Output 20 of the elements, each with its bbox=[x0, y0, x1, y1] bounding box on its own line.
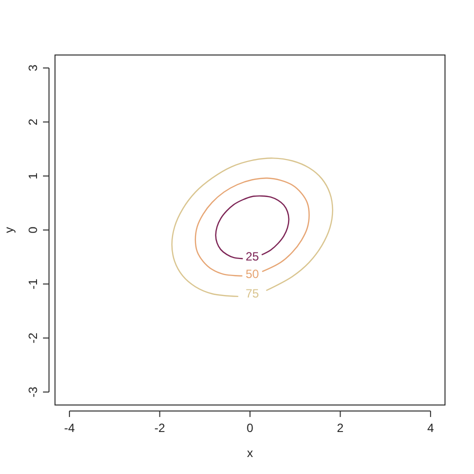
line-series bbox=[194, 178, 310, 277]
series-label: 25 bbox=[246, 250, 260, 264]
y-tick-label: 0 bbox=[26, 226, 40, 234]
x-axis-title: x bbox=[247, 446, 253, 460]
x-tick-label: 4 bbox=[427, 421, 434, 435]
x-tick-label: 0 bbox=[246, 421, 254, 435]
x-tick-label: -4 bbox=[64, 421, 76, 435]
series-label: 75 bbox=[246, 286, 260, 300]
y-tick-label: -2 bbox=[26, 332, 40, 344]
x-tick-label: -2 bbox=[154, 421, 166, 435]
y-tick-label: 3 bbox=[26, 64, 40, 72]
y-tick-label: -1 bbox=[26, 278, 40, 290]
x-tick-label: 2 bbox=[336, 421, 344, 435]
y-axis-title: y bbox=[2, 227, 16, 233]
y-tick-label: 1 bbox=[26, 172, 40, 180]
y-tick-label: 2 bbox=[26, 118, 40, 126]
line-series bbox=[171, 158, 334, 298]
y-tick-label: -3 bbox=[26, 386, 40, 398]
line-series bbox=[215, 195, 290, 260]
series-label: 50 bbox=[246, 266, 260, 281]
